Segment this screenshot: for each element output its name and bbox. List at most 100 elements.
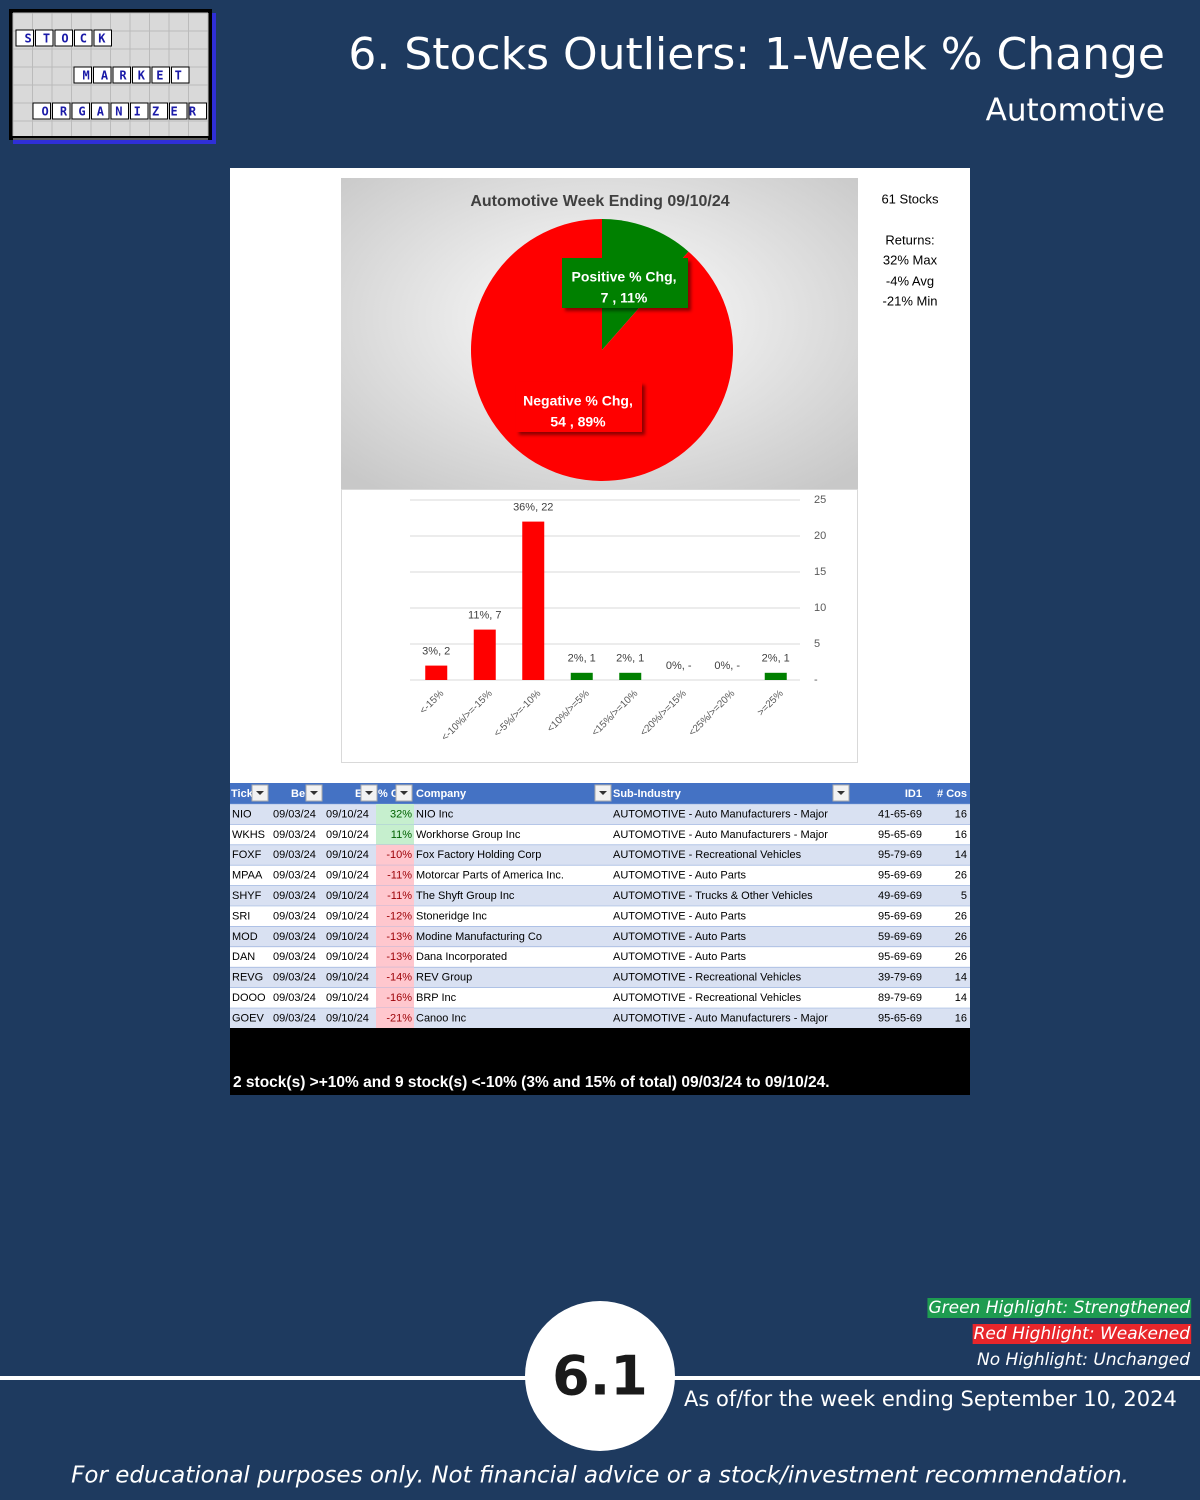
table-cell: 09/03/24 — [273, 910, 316, 922]
table-cell: 09/03/24 — [273, 992, 316, 1004]
table-cell: -13% — [386, 931, 412, 943]
logo-cell — [74, 29, 93, 47]
table-cell: 09/03/24 — [273, 951, 316, 963]
logo-cell — [171, 66, 190, 84]
table-cell: 26 — [955, 931, 967, 943]
table-cell: REV Group — [416, 972, 472, 984]
table-cell: 49-69-69 — [878, 890, 922, 902]
change-highlight — [376, 824, 414, 845]
column-header: ID1 — [905, 788, 922, 800]
table-cell: -12% — [386, 910, 412, 922]
column-header: E — [355, 788, 362, 800]
table-cell: Modine Manufacturing Co — [416, 931, 542, 943]
filter-arrow — [256, 791, 264, 795]
table-cell: DAN — [232, 951, 255, 963]
change-highlight — [376, 1008, 414, 1029]
table-cell: BRP Inc — [416, 992, 457, 1004]
y-tick-label: - — [814, 674, 818, 686]
table-cell: Canoo Inc — [416, 1012, 467, 1024]
bar-value-label: 0%, - — [714, 660, 740, 672]
table-row — [230, 946, 970, 968]
table-row — [230, 926, 970, 947]
logo-cell — [93, 66, 112, 84]
logo-cell — [169, 102, 188, 120]
filter-arrow — [837, 791, 845, 795]
logo-cell — [73, 66, 92, 84]
logo-cell — [35, 29, 54, 47]
column-header: Company — [416, 788, 467, 800]
table-cell: 95-69-69 — [878, 910, 922, 922]
table-cell: 09/03/24 — [273, 972, 316, 984]
logo-word: MARKET — [83, 69, 194, 83]
filter-arrow — [400, 791, 408, 795]
logo-cell — [52, 102, 71, 120]
table-cell: MOD — [232, 931, 258, 943]
table-row — [230, 824, 970, 845]
bar — [570, 672, 593, 680]
bar — [764, 672, 787, 680]
logo-word: STOCK — [25, 32, 117, 46]
min-return: -21% Min — [883, 293, 938, 308]
table-cell: 09/03/24 — [273, 931, 316, 943]
logo-cell — [91, 102, 110, 120]
logo-cell — [71, 102, 90, 120]
table-cell: -16% — [386, 992, 412, 1004]
table-cell: 16 — [955, 1012, 967, 1024]
table-cell: SRI — [232, 910, 250, 922]
table-cell: 41-65-69 — [878, 808, 922, 820]
table-cell: The Shyft Group Inc — [416, 890, 515, 902]
table-cell: 95-79-69 — [878, 849, 922, 861]
bar-value-label: 36%, 22 — [513, 502, 553, 514]
logo-cell — [132, 66, 151, 84]
table-cell: 5 — [961, 890, 967, 902]
table-cell: AUTOMOTIVE - Auto Parts — [613, 910, 747, 922]
logo-cell — [151, 66, 170, 84]
summary-bar — [230, 1028, 970, 1095]
table-cell: Stoneridge Inc — [416, 910, 487, 922]
table-cell: 09/10/24 — [326, 951, 369, 963]
table-cell: 26 — [955, 910, 967, 922]
table-cell: AUTOMOTIVE - Recreational Vehicles — [613, 849, 802, 861]
table-row — [230, 844, 970, 866]
change-highlight — [376, 967, 414, 988]
table-cell: FOXF — [232, 849, 262, 861]
column-header: Be — [291, 788, 305, 800]
subtitle: Automotive — [986, 93, 1165, 129]
column-header: Tick — [231, 788, 254, 800]
table-cell: AUTOMOTIVE - Recreational Vehicles — [613, 972, 802, 984]
y-tick-label: 5 — [814, 638, 820, 650]
pie-label: Negative % Chg, — [523, 393, 633, 409]
legend-item: Red Highlight: Weakened — [974, 1324, 1191, 1344]
table-cell: 95-65-69 — [878, 829, 922, 841]
table-cell: 95-69-69 — [878, 870, 922, 882]
title: 6. Stocks Outliers: 1-Week % Change — [348, 29, 1165, 80]
table-cell: Workhorse Group Inc — [416, 829, 521, 841]
table-cell: SHYF — [232, 890, 262, 902]
logo-cell — [54, 29, 73, 47]
change-highlight — [376, 987, 414, 1008]
logo-cell — [110, 102, 129, 120]
y-tick-label: 20 — [814, 530, 826, 542]
bar-value-label: 2%, 1 — [762, 653, 790, 665]
bar-value-label: 2%, 1 — [568, 653, 596, 665]
table-cell: WKHS — [232, 829, 265, 841]
table-cell: 26 — [955, 951, 967, 963]
table-row — [230, 906, 970, 927]
table-cell: 09/10/24 — [326, 910, 369, 922]
pie-label-box — [516, 382, 642, 432]
legend-item: No Highlight: Unchanged — [977, 1350, 1190, 1370]
table-cell: AUTOMOTIVE - Auto Parts — [613, 870, 747, 882]
table-row — [230, 885, 970, 906]
filter-arrow — [310, 791, 318, 795]
table-row — [230, 804, 970, 825]
table-cell: 09/10/24 — [326, 1012, 369, 1024]
bar-value-label: 3%, 2 — [422, 646, 450, 658]
pie-value-label: 54 , 89% — [550, 414, 606, 430]
table-cell: 09/03/24 — [273, 808, 316, 820]
badge-circle — [525, 1301, 675, 1451]
y-tick-label: 15 — [814, 566, 826, 578]
table-cell: AUTOMOTIVE - Trucks & Other Vehicles — [613, 890, 813, 902]
logo: STOCK MARKET ORGANIZER — [9, 9, 216, 144]
table-cell: 09/03/24 — [273, 849, 316, 861]
